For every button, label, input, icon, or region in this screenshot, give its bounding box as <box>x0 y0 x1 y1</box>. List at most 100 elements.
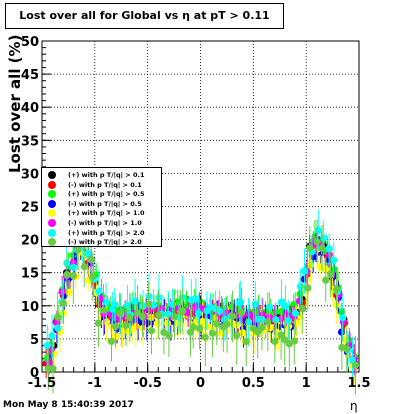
y-axis-label: Lost over all (%) <box>6 35 24 173</box>
legend-marker <box>48 209 56 218</box>
data-point <box>111 301 119 309</box>
data-point <box>168 300 177 308</box>
data-point <box>103 318 111 326</box>
chart-title-box: Lost over all for Global vs η at pT > 0.… <box>5 3 284 29</box>
data-point <box>89 272 97 280</box>
data-point <box>201 333 209 341</box>
data-point <box>245 310 253 318</box>
data-point <box>322 276 330 284</box>
legend-entry: (+) with p T/|q| > 1.0 <box>42 208 161 218</box>
legend-entry: (+) with p T/|q| > 0.1 <box>42 170 161 180</box>
legend-entry: (-) with p T/|q| > 1.0 <box>42 218 161 228</box>
legend: (+) with p T/|q| > 0.1 (-) with p T/|q| >… <box>41 167 162 247</box>
legend-entry: (-) with p T/|q| > 0.1 <box>42 180 161 190</box>
data-point <box>107 337 116 346</box>
data-point <box>102 298 110 306</box>
x-tick-label: 0.5 <box>242 376 265 391</box>
data-point <box>258 323 266 332</box>
y-tick-label: 20 <box>21 234 39 249</box>
data-point <box>223 320 231 328</box>
data-point <box>281 336 289 344</box>
data-point <box>215 307 224 316</box>
data-point <box>139 302 147 310</box>
data-point <box>320 234 328 242</box>
data-point <box>343 345 351 353</box>
data-point <box>126 314 134 322</box>
data-point <box>145 300 153 308</box>
y-tick-label: 45 <box>21 68 39 83</box>
data-point <box>295 297 304 305</box>
data-point <box>74 246 82 254</box>
data-point <box>80 263 88 271</box>
legend-entry: (+) with p T/|q| > 0.5 <box>42 189 161 199</box>
data-point <box>313 237 321 246</box>
legend-label: (+) with p T/|q| > 1.0 <box>68 209 145 218</box>
tick-labels: -1.5 -1 -0.5 0 0.5 1 1.5 0 5 10 15 20 25 30 35 40 45 50 <box>21 35 371 391</box>
data-point <box>351 361 360 369</box>
x-tick-label: -0.5 <box>133 376 161 391</box>
data-point <box>266 324 274 332</box>
data-point <box>330 256 338 264</box>
data-point <box>111 323 120 331</box>
timestamp: Mon May 8 15:40:39 2017 <box>3 400 134 410</box>
data-point <box>179 307 187 315</box>
data-point <box>298 304 306 313</box>
data-point <box>116 310 124 318</box>
data-point <box>339 314 347 322</box>
data-point <box>198 317 207 326</box>
data-point <box>238 309 246 317</box>
y-tick-label: 35 <box>21 134 39 149</box>
data-point <box>59 299 67 307</box>
data-point <box>189 323 197 331</box>
data-point <box>155 311 163 319</box>
data-point <box>284 317 292 325</box>
data-point <box>208 329 217 337</box>
data-point <box>245 318 253 326</box>
legend-entry: (+) with p T/|q| > 2.0 <box>42 228 161 238</box>
data-point <box>237 298 245 306</box>
legend-marker <box>48 180 56 189</box>
data-point <box>131 297 139 305</box>
x-tick-label: 0 <box>196 376 205 391</box>
data-point <box>194 309 203 317</box>
data-point <box>49 365 57 373</box>
data-point <box>300 267 309 275</box>
data-point <box>138 313 147 321</box>
data-point <box>228 312 237 320</box>
legend-marker <box>48 228 56 237</box>
data-point <box>293 318 301 327</box>
y-tick-label: 0 <box>30 366 39 381</box>
data-point <box>272 316 280 324</box>
legend-entry: (-) with p T/|q| > 0.5 <box>42 199 161 209</box>
data-point <box>314 226 322 234</box>
data-point <box>290 337 298 345</box>
data-point <box>271 337 279 346</box>
legend-label: (-) with p T/|q| > 0.5 <box>68 199 142 208</box>
x-tick-label: 1 <box>302 376 311 391</box>
data-point <box>48 332 56 340</box>
chart-title: Lost over all for Global vs η at pT > 0.… <box>19 9 270 22</box>
x-tick-label: 1.5 <box>347 376 370 391</box>
legend-label: (-) with p T/|q| > 2.0 <box>68 238 142 247</box>
data-point <box>94 319 103 327</box>
y-tick-label: 50 <box>21 35 39 50</box>
data-point <box>95 287 103 296</box>
data-point <box>327 270 335 278</box>
data-point <box>239 329 247 337</box>
data-point <box>306 244 314 252</box>
data-point <box>318 244 326 252</box>
data-point <box>264 318 272 326</box>
y-tick-label: 10 <box>21 300 39 315</box>
x-tick-label: -1.5 <box>28 376 56 391</box>
data-point <box>164 310 172 318</box>
data-point <box>165 332 173 340</box>
data-point <box>87 256 95 264</box>
legend-label: (+) with p T/|q| > 0.5 <box>68 190 145 199</box>
x-tick-label: -1 <box>88 376 102 391</box>
data-point <box>265 303 274 311</box>
data-point <box>325 245 333 253</box>
data-point <box>153 319 161 328</box>
data-point <box>332 285 341 294</box>
data-point <box>122 321 130 329</box>
y-tick-label: 5 <box>30 333 39 348</box>
